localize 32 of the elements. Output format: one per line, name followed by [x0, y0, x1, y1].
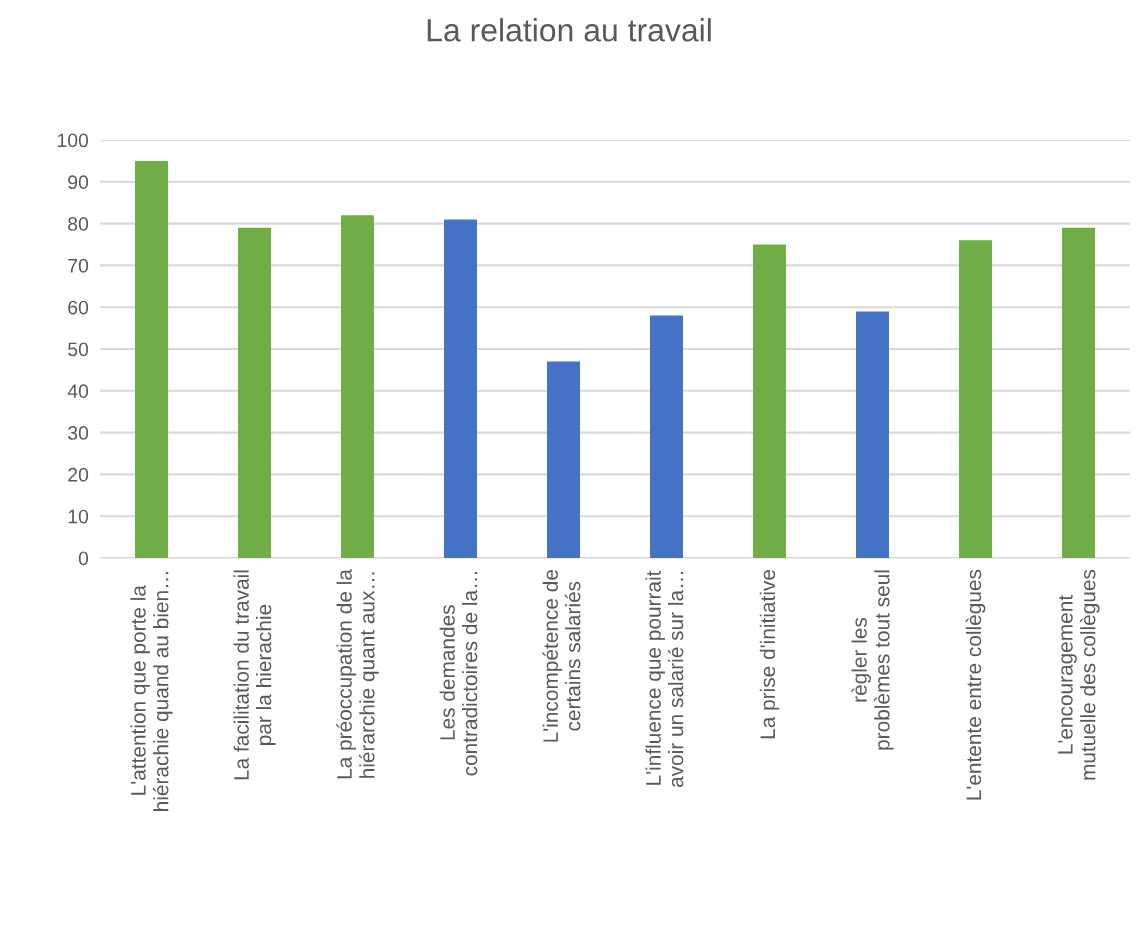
bar [341, 215, 374, 558]
y-tick-label: 70 [68, 258, 89, 273]
bar [753, 244, 786, 558]
bar [135, 160, 168, 558]
y-tick-label: 10 [68, 509, 89, 524]
bar [238, 227, 271, 558]
y-tick-label: 60 [68, 300, 89, 315]
x-tick-label: L'entente entre collègues [965, 569, 986, 800]
x-tick-label: Les demandes contradictoires de la… [439, 571, 478, 776]
x-tick-label: La facilitation du travail par la hierachie [233, 570, 276, 780]
y-tick-label: 40 [67, 384, 89, 399]
y-tick-label: 0 [78, 551, 89, 566]
y-tick-label: 80 [68, 217, 89, 231]
bar [959, 240, 992, 558]
x-tick-label: La prise d'initiative [759, 570, 780, 739]
x-tick-label: L'encouragement mutuelle des collègues [1058, 569, 1100, 780]
bar [1062, 227, 1095, 558]
bar [650, 315, 683, 558]
y-tick-label: 20 [68, 467, 89, 482]
x-tick-label: L'attention que porte la hiérachie quand au bien… [130, 571, 173, 811]
x-tick-label: règler les problèmes tout seul [851, 570, 894, 750]
bar [444, 219, 477, 558]
y-tick-label: 90 [68, 175, 89, 190]
x-tick-label: L'influence que pourrait avoir un salarié sur la… [645, 570, 684, 788]
bar [547, 361, 580, 558]
x-tick-label: L'incompétence de certains salariés [542, 570, 581, 742]
y-tick-label: 100 [57, 133, 89, 148]
chart-title: La relation au travail [427, 18, 711, 42]
y-tick-label: 50 [68, 342, 89, 357]
bar [856, 311, 889, 558]
x-tick-label: La préoccupation de la hiérarchie quant aux… [336, 569, 379, 779]
y-tick-label: 30 [68, 426, 89, 440]
